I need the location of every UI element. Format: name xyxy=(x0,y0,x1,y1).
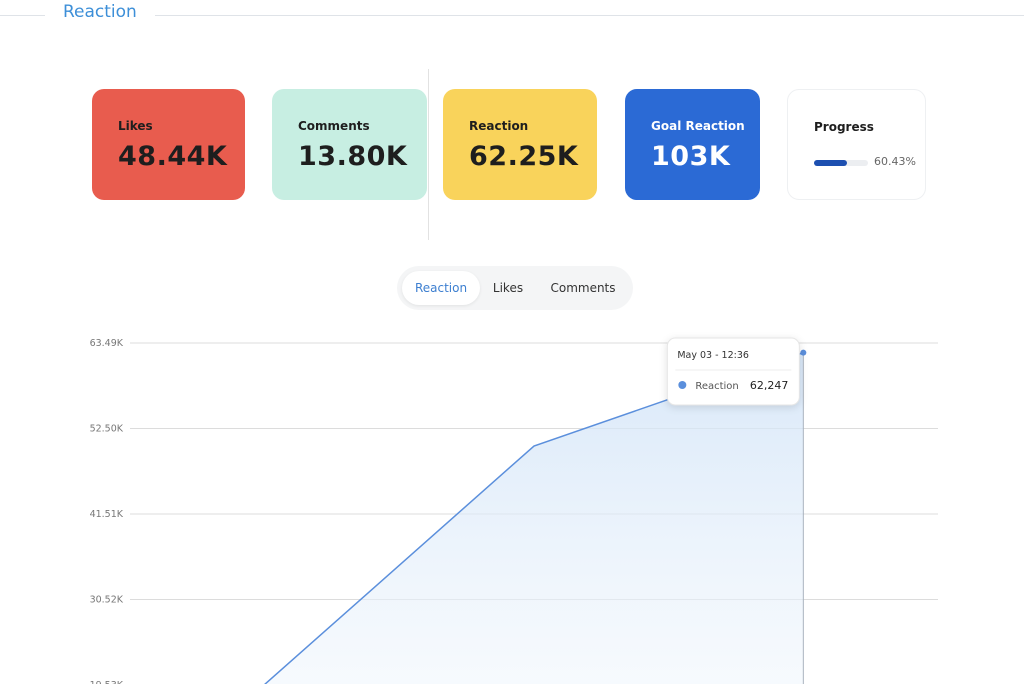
stat-card: Likes 48.44K xyxy=(92,89,245,200)
tab[interactable]: Reaction xyxy=(402,271,480,305)
card-label: Goal Reaction xyxy=(651,119,745,133)
stat-card: Reaction 62.25K xyxy=(443,89,597,200)
area xyxy=(265,352,804,684)
y-tick-label: 30.52K xyxy=(90,595,124,606)
y-tick-label: 41.51K xyxy=(90,509,124,520)
y-tick-label: 63.49K xyxy=(90,338,124,349)
progress-label: 60.43% xyxy=(874,155,916,168)
card-label: Progress xyxy=(814,120,874,134)
progress-card: Progress 60.43% xyxy=(787,89,926,200)
tab[interactable]: Comments xyxy=(550,281,616,295)
tooltip-series: Reaction xyxy=(695,381,738,392)
tooltip-value: 62,247 xyxy=(750,379,789,392)
section-title: Reaction xyxy=(63,2,137,22)
card-label: Comments xyxy=(298,119,370,133)
tooltip-marker xyxy=(678,381,687,389)
progress-bar xyxy=(814,160,847,166)
y-tick-label: 19.53K xyxy=(90,680,124,684)
card-label: Likes xyxy=(118,119,153,133)
header-rule xyxy=(155,15,1024,16)
divider xyxy=(428,69,429,240)
y-tick-label: 52.50K xyxy=(90,424,124,435)
tab-bar: Reaction Likes Comments xyxy=(397,266,633,310)
card-label: Reaction xyxy=(469,119,529,133)
stat-card: Goal Reaction 103K xyxy=(625,89,760,200)
chart: 19.53K 30.52K 41.51K 52.50K 63.49K May 03 - 1… xyxy=(90,337,938,684)
tooltip-title: May 03 - 12:36 xyxy=(677,350,749,361)
card-value: 103K xyxy=(651,141,731,172)
header-rule xyxy=(0,15,45,16)
point xyxy=(800,349,807,356)
progress-track xyxy=(814,160,868,166)
tooltip xyxy=(666,337,800,406)
stat-card: Comments 13.80K xyxy=(272,89,427,200)
card-value: 62.25K xyxy=(469,141,579,172)
card-value: 48.44K xyxy=(118,141,228,172)
tab[interactable]: Likes xyxy=(492,281,524,295)
card-value: 13.80K xyxy=(298,141,408,172)
